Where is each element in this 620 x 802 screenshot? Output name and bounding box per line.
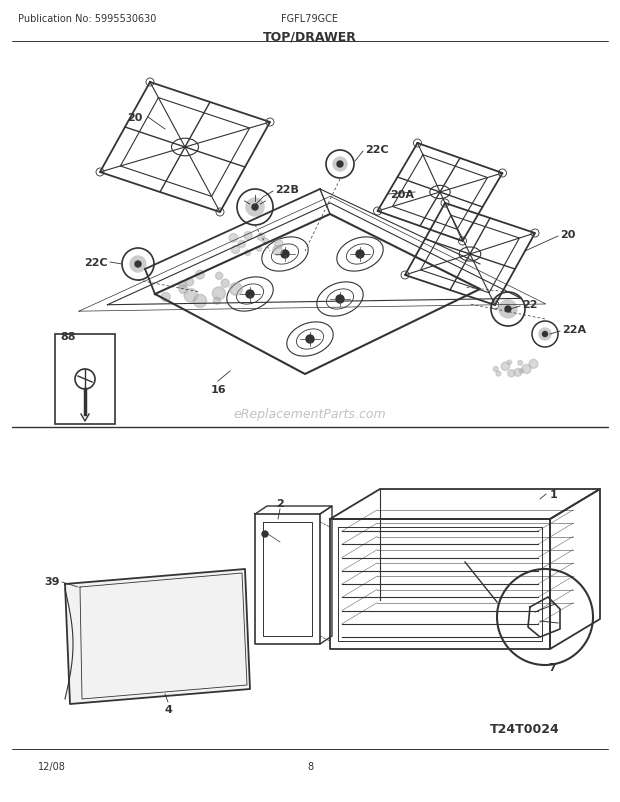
Circle shape [167,286,175,293]
Circle shape [499,301,517,318]
Text: G: G [339,300,342,304]
Text: G: G [358,255,361,259]
Text: 39: 39 [45,577,60,586]
Circle shape [246,290,254,298]
Text: eReplacementParts.com: eReplacementParts.com [234,408,386,421]
Circle shape [186,290,197,301]
Text: 20: 20 [127,113,143,123]
Text: 20A: 20A [390,190,414,200]
Circle shape [213,288,225,300]
Text: Publication No: 5995530630: Publication No: 5995530630 [18,14,156,24]
Text: 22C: 22C [84,257,108,268]
Circle shape [246,199,264,217]
Circle shape [272,241,280,249]
Circle shape [166,291,176,302]
Circle shape [337,162,343,168]
Polygon shape [65,569,250,704]
Circle shape [505,306,511,313]
Text: TOP/DRAWER: TOP/DRAWER [263,30,357,43]
Circle shape [356,251,364,259]
Circle shape [226,276,239,289]
Text: 22A: 22A [562,325,586,334]
Circle shape [239,243,249,253]
Circle shape [255,246,264,255]
Circle shape [306,335,314,343]
Text: FGFL79GCE: FGFL79GCE [281,14,339,24]
Circle shape [180,273,194,288]
Circle shape [164,277,174,287]
Circle shape [228,284,239,295]
Bar [55,334,115,424]
Circle shape [336,296,344,304]
Circle shape [268,247,272,251]
Circle shape [245,233,250,239]
Circle shape [333,158,347,172]
Circle shape [498,371,502,375]
Text: 22B: 22B [275,184,299,195]
Circle shape [130,257,146,273]
Text: 20: 20 [560,229,575,240]
Text: 4: 4 [164,704,172,714]
Text: G: G [308,339,312,343]
Circle shape [197,301,203,307]
Circle shape [521,367,527,373]
Text: 2: 2 [276,498,284,508]
Text: 8: 8 [307,761,313,771]
Text: eReplacementParts.com: eReplacementParts.com [234,428,386,441]
Circle shape [210,271,223,285]
Circle shape [498,362,507,371]
Text: 22C: 22C [365,145,389,155]
Circle shape [519,358,525,364]
Circle shape [497,366,505,374]
Circle shape [539,329,551,341]
Circle shape [542,332,547,337]
Text: 16: 16 [210,384,226,395]
Circle shape [239,237,248,245]
Circle shape [505,373,513,380]
Text: 12/08: 12/08 [38,761,66,771]
Text: T24T0024: T24T0024 [490,723,560,735]
Circle shape [243,249,252,258]
Circle shape [265,238,270,244]
Text: 1: 1 [550,489,558,500]
Circle shape [262,532,268,537]
Text: 7: 7 [548,662,556,672]
Circle shape [525,371,529,375]
Circle shape [281,251,289,259]
Text: G: G [283,255,286,259]
Circle shape [229,241,237,249]
Text: 22: 22 [522,300,538,310]
Circle shape [255,234,265,243]
Text: 88: 88 [60,331,76,342]
Text: G: G [249,294,252,298]
Circle shape [193,275,206,288]
Circle shape [252,205,258,211]
Circle shape [508,361,513,367]
Circle shape [519,363,527,371]
Circle shape [517,373,525,380]
Circle shape [135,261,141,268]
Circle shape [202,289,215,302]
